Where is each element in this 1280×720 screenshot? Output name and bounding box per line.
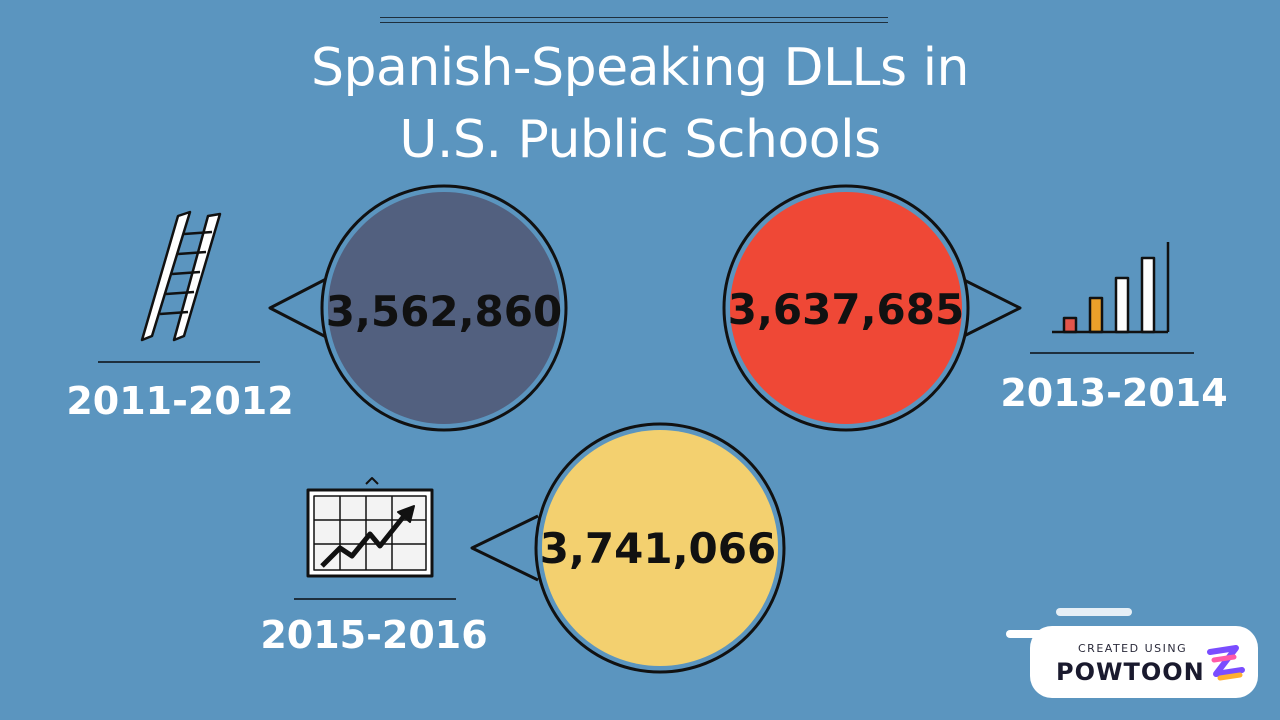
badge-swoosh-top: [1056, 608, 1132, 616]
powtoon-logo-icon: [1207, 645, 1245, 681]
growth-chart-icon: [306, 477, 434, 578]
badge-caption: CREATED USING: [1078, 642, 1188, 655]
speech-bubble-2015: [470, 422, 786, 674]
title-line-1: Spanish-Speaking DLLs in: [310, 38, 970, 98]
year-label-2015: 2015-2016: [260, 613, 488, 657]
speech-bubble-2011: [268, 184, 568, 432]
year-label-2013: 2013-2014: [1000, 371, 1228, 415]
title-line-2: U.S. Public Schools: [399, 110, 881, 170]
year-rule-2011: [98, 361, 260, 363]
value-2011: 3,562,860: [325, 287, 563, 336]
powtoon-badge: CREATED USING POWTOON: [1030, 626, 1258, 698]
value-2013: 3,637,685: [727, 285, 965, 334]
badge-brand: POWTOON: [1056, 658, 1205, 686]
speech-bubble-2013: [722, 184, 1022, 432]
title-rule-bottom: [380, 22, 888, 23]
year-rule-2015: [294, 598, 456, 600]
value-2015: 3,741,066: [539, 524, 777, 573]
year-rule-2013: [1030, 352, 1194, 354]
ladder-icon: [140, 210, 222, 342]
bar-chart-icon: [1052, 242, 1170, 334]
year-label-2011: 2011-2012: [66, 379, 294, 423]
title-rule-top: [380, 17, 888, 18]
